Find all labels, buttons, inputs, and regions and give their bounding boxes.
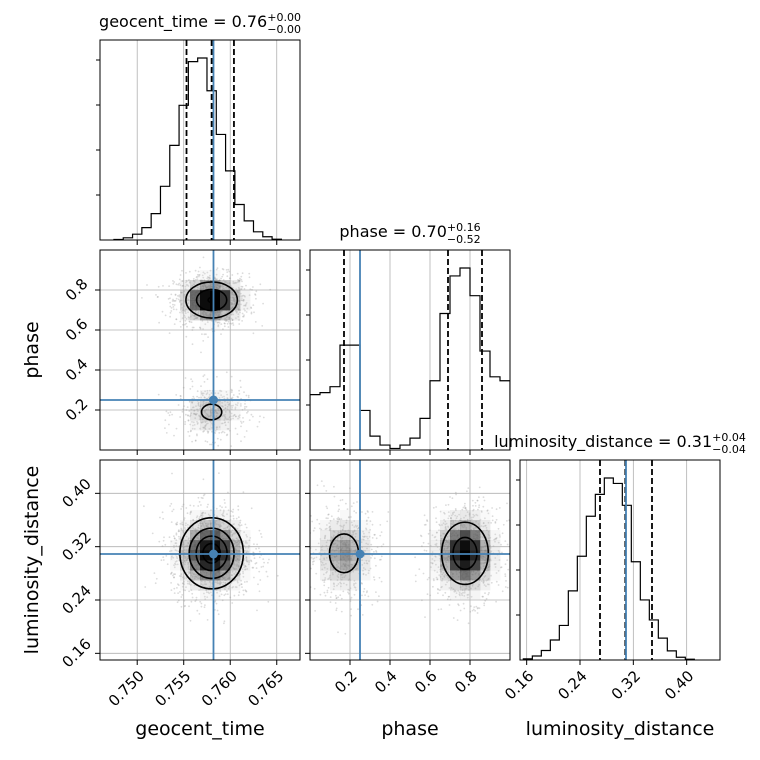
- truth-point-phase-luminosity_distance: [355, 549, 365, 559]
- ytick-label-luminosity_distance-3: 0.40: [58, 475, 94, 511]
- histogram-luminosity_distance: [522, 477, 695, 660]
- contour-geocent_time-phase-0-2: [207, 296, 216, 304]
- yaxis-label-phase: phase: [21, 321, 43, 378]
- xtick-label-geocent_time-0: 0.750: [105, 667, 148, 710]
- title-minus-luminosity_distance: −0.04: [712, 443, 746, 456]
- ytick-label-phase-1: 0.4: [62, 355, 92, 385]
- joint-panel-phase-luminosity_distance: [305, 459, 511, 665]
- yaxis-label-luminosity_distance: luminosity_distance: [21, 466, 43, 655]
- title-luminosity_distance: luminosity_distance = 0.31+0.04: [494, 431, 746, 452]
- ytick-label-phase-3: 0.8: [62, 275, 92, 305]
- contour-geocent_time-phase-0-0: [185, 281, 239, 319]
- xtick-label-luminosity_distance-1: 0.24: [554, 667, 590, 703]
- ytick-label-phase-0: 0.2: [62, 395, 92, 425]
- truth-point-geocent_time-luminosity_distance: [208, 549, 218, 559]
- joint-panel-geocent_time-phase: [95, 249, 301, 455]
- histogram-panel-phase: phase = 0.70+0.16−0.52: [306, 221, 511, 455]
- title-phase: phase = 0.70+0.16: [339, 221, 480, 241]
- xtick-label-phase-1: 0.4: [371, 667, 401, 697]
- xtick-label-geocent_time-1: 0.755: [151, 667, 194, 710]
- contour-geocent_time-phase-1-0: [200, 403, 223, 421]
- xtick-label-phase-3: 0.8: [451, 667, 481, 697]
- xtick-label-luminosity_distance-3: 0.40: [661, 667, 697, 703]
- truth-point-geocent_time-phase: [208, 395, 218, 405]
- ytick-label-luminosity_distance-0: 0.16: [58, 635, 94, 671]
- xtick-label-phase-2: 0.6: [411, 667, 441, 697]
- xtick-label-phase-0: 0.2: [331, 667, 361, 697]
- ytick-label-phase-2: 0.6: [62, 315, 92, 345]
- xaxis-label-phase: phase: [381, 718, 438, 740]
- xtick-label-geocent_time-3: 0.765: [244, 667, 287, 710]
- title-minus-phase: −0.52: [447, 233, 481, 246]
- ytick-label-luminosity_distance-2: 0.32: [58, 528, 94, 564]
- histogram-geocent_time: [113, 57, 282, 240]
- title-geocent_time: geocent_time = 0.76+0.00: [99, 11, 301, 32]
- xaxis-label-luminosity_distance: luminosity_distance: [526, 718, 715, 740]
- contour-geocent_time-phase-0-1: [195, 288, 228, 312]
- xaxis-label-geocent_time: geocent_time: [135, 718, 264, 740]
- xtick-label-luminosity_distance-2: 0.32: [608, 667, 644, 703]
- xtick-label-geocent_time-2: 0.760: [198, 667, 241, 710]
- title-minus-geocent_time: −0.00: [267, 23, 301, 36]
- xtick-label-luminosity_distance-0: 0.16: [501, 667, 537, 703]
- ytick-label-luminosity_distance-1: 0.24: [58, 581, 94, 617]
- histogram-phase: [310, 267, 510, 450]
- histogram-panel-luminosity_distance: luminosity_distance = 0.31+0.04−0.04: [494, 431, 746, 665]
- density-geocent_time-phase: [180, 270, 251, 431]
- histogram-panel-geocent_time: geocent_time = 0.76+0.00−0.00: [96, 11, 301, 245]
- joint-panel-geocent_time-luminosity_distance: [95, 459, 301, 665]
